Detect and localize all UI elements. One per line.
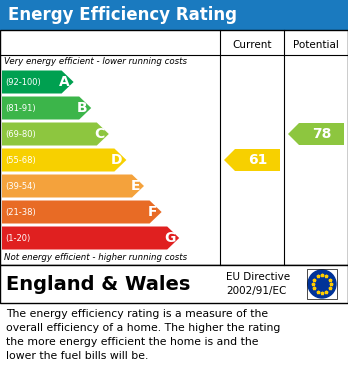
Polygon shape [2,226,179,249]
Polygon shape [2,97,91,120]
Bar [307,269,337,299]
Text: C: C [95,127,105,141]
Text: E: E [130,179,140,193]
Text: Current: Current [232,40,272,50]
Polygon shape [2,70,73,93]
Text: Very energy efficient - lower running costs: Very energy efficient - lower running co… [4,57,187,66]
Text: (81-91): (81-91) [5,104,35,113]
Text: (39-54): (39-54) [5,181,35,190]
Bar [0,30,348,265]
Text: 61: 61 [248,153,267,167]
Text: (69-80): (69-80) [5,129,36,138]
Text: B: B [77,101,87,115]
Polygon shape [288,123,344,145]
Text: EU Directive
2002/91/EC: EU Directive 2002/91/EC [226,273,290,296]
Polygon shape [2,149,126,172]
Text: 78: 78 [312,127,331,141]
Text: F: F [148,205,158,219]
Polygon shape [224,149,280,171]
Text: (92-100): (92-100) [5,77,41,86]
Text: (21-38): (21-38) [5,208,36,217]
Text: D: D [111,153,122,167]
Polygon shape [2,174,144,197]
Polygon shape [2,122,109,145]
Bar [0,265,348,303]
Polygon shape [2,201,161,224]
Text: England & Wales: England & Wales [6,274,190,294]
Circle shape [308,270,336,298]
Text: (55-68): (55-68) [5,156,36,165]
Text: A: A [59,75,70,89]
Text: Energy Efficiency Rating: Energy Efficiency Rating [8,6,237,24]
Text: Not energy efficient - higher running costs: Not energy efficient - higher running co… [4,253,187,262]
Text: Potential: Potential [293,40,339,50]
Bar [0,0,348,30]
Text: (1-20): (1-20) [5,233,30,242]
Text: G: G [164,231,175,245]
Text: The energy efficiency rating is a measure of the
overall efficiency of a home. T: The energy efficiency rating is a measur… [6,309,280,361]
